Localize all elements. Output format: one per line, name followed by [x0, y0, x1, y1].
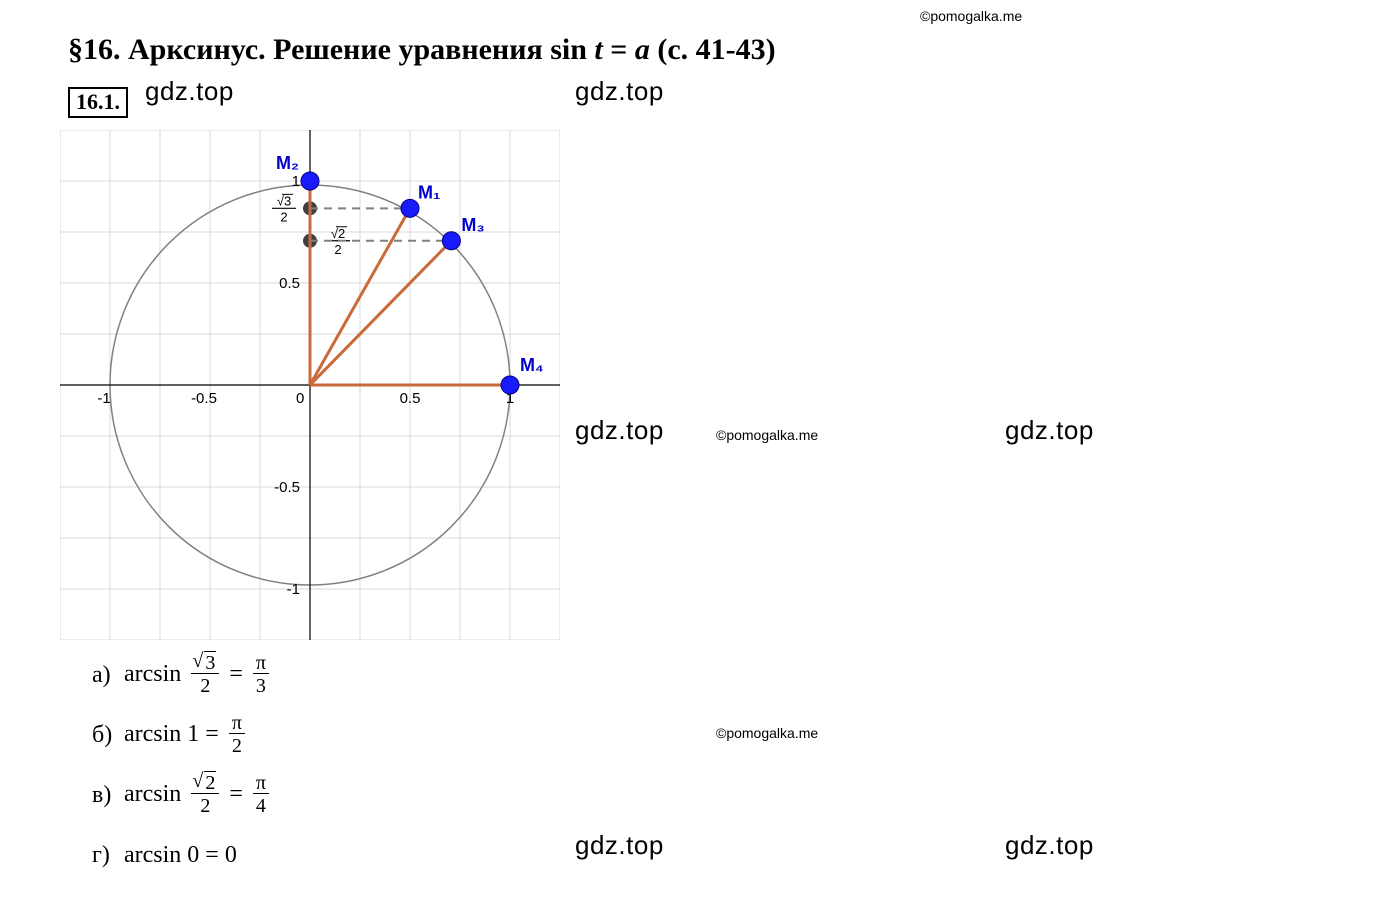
svg-text:2: 2 [334, 242, 341, 257]
svg-text:0: 0 [296, 390, 304, 407]
svg-text:1: 1 [292, 173, 300, 190]
gdz-watermark: gdz.top [575, 830, 664, 861]
svg-text:√2: √2 [331, 226, 345, 241]
title-pages: (с. 41-43) [650, 33, 776, 66]
answer-label: а) [92, 661, 124, 690]
svg-text:M₂: M₂ [276, 153, 299, 173]
unit-circle-chart: -1-0.500.51-1-0.50.51√32√22M₁M₂M₃M₄ [60, 130, 560, 640]
gdz-watermark: gdz.top [575, 415, 664, 446]
svg-text:-0.5: -0.5 [274, 479, 300, 496]
svg-text:-0.5: -0.5 [191, 390, 217, 407]
title-rhs: a [635, 33, 650, 66]
gdz-watermark: gdz.top [145, 76, 234, 107]
gdz-watermark: gdz.top [1005, 830, 1094, 861]
answer-expr: arcsin 22 = π4 [124, 773, 273, 818]
answer-label: г) [92, 841, 124, 870]
answer-expr: arcsin 0 = 0 [124, 841, 237, 870]
title-eq: = [603, 33, 635, 66]
copyright-watermark: ©pomogalka.me [920, 8, 1022, 24]
answer-row: б)arcsin 1 = π2 [92, 712, 273, 758]
answer-row: в)arcsin 22 = π4 [92, 772, 273, 818]
gdz-watermark: gdz.top [1005, 415, 1094, 446]
copyright-watermark: ©pomogalka.me [716, 725, 818, 741]
answers-list: а)arcsin 32 = π3б)arcsin 1 = π2в)arcsin … [92, 652, 273, 892]
svg-text:0.5: 0.5 [400, 390, 421, 407]
svg-text:0.5: 0.5 [279, 275, 300, 292]
problem-number: 16.1. [68, 87, 128, 118]
svg-text:M₃: M₃ [461, 215, 484, 235]
answer-label: б) [92, 721, 124, 750]
gdz-watermark: gdz.top [575, 76, 664, 107]
svg-text:M₁: M₁ [418, 182, 440, 202]
title-prefix: §16. Арксинус. Решение уравнения sin [68, 33, 587, 66]
svg-text:M₄: M₄ [520, 355, 544, 375]
answer-row: а)arcsin 32 = π3 [92, 652, 273, 698]
answer-row: г)arcsin 0 = 0 [92, 832, 273, 878]
svg-text:2: 2 [280, 209, 287, 224]
chart-svg: -1-0.500.51-1-0.50.51√32√22M₁M₂M₃M₄ [60, 130, 560, 640]
answer-expr: arcsin 32 = π3 [124, 653, 273, 698]
section-title: §16. Арксинус. Решение уравнения sin t =… [68, 33, 776, 67]
svg-text:-1: -1 [287, 581, 300, 598]
copyright-watermark: ©pomogalka.me [716, 427, 818, 443]
answer-expr: arcsin 1 = π2 [124, 713, 249, 758]
title-var: t [594, 33, 602, 66]
svg-text:√3: √3 [277, 193, 291, 208]
answer-label: в) [92, 781, 124, 810]
svg-text:-1: -1 [97, 390, 110, 407]
